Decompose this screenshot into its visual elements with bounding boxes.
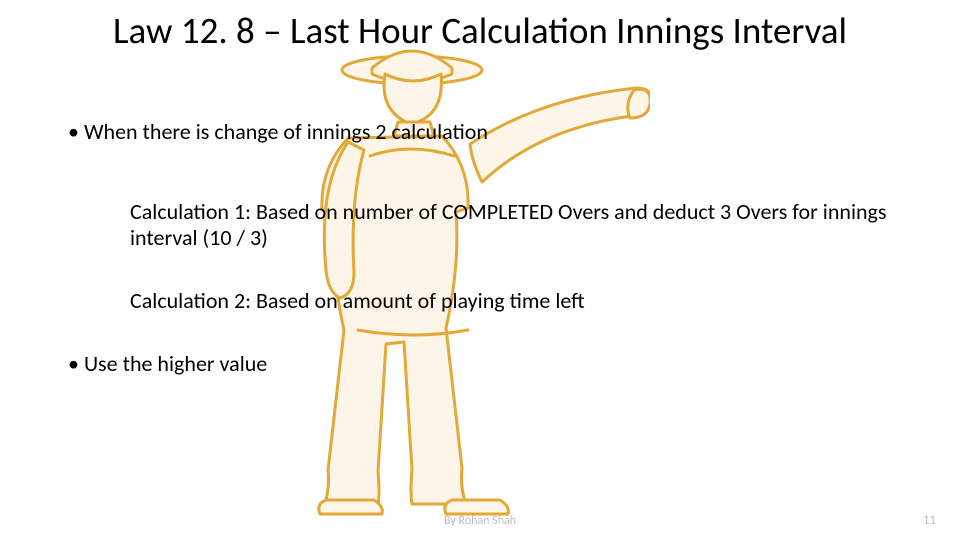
calculation-2: Calculation 2: Based on amount of playin… — [130, 288, 888, 314]
slide: Law 12. 8 – Last Hour Calculation Inning… — [0, 0, 960, 540]
bullet-final: Use the higher value — [68, 350, 888, 377]
footer-author: By Rohan Shah — [0, 514, 960, 528]
calculation-1: Calculation 1: Based on number of COMPLE… — [130, 199, 888, 252]
slide-body: When there is change of innings 2 calcul… — [68, 118, 888, 377]
footer-page-number: 11 — [923, 513, 936, 528]
bullet-intro: When there is change of innings 2 calcul… — [68, 118, 888, 145]
slide-title: Law 12. 8 – Last Hour Calculation Inning… — [0, 10, 960, 53]
